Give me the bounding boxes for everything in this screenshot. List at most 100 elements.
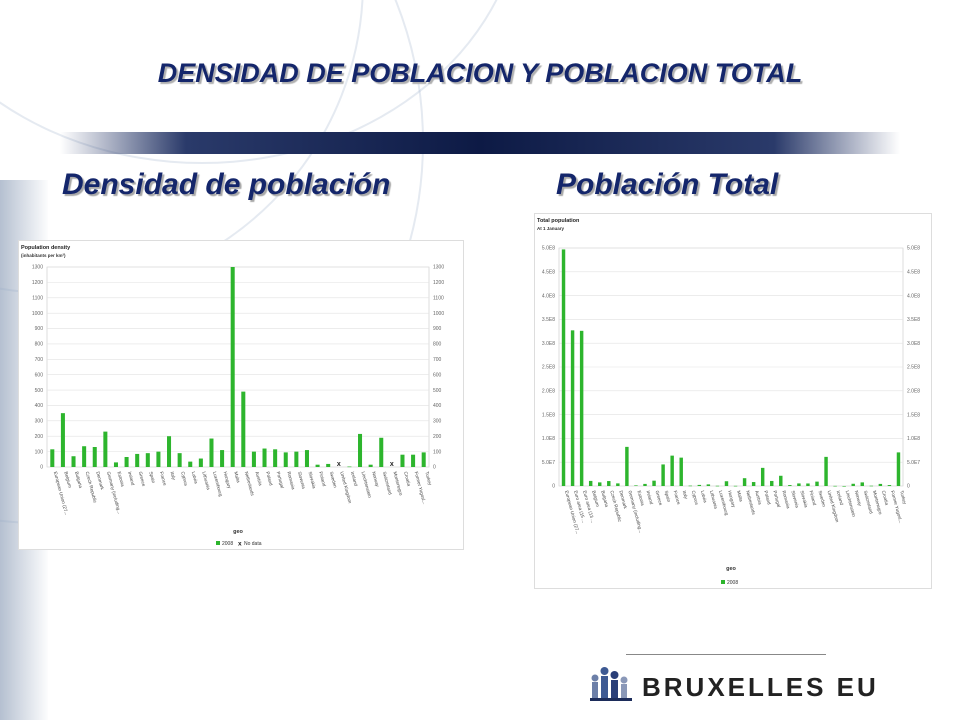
population-chart-panel: Total population At 1 January 0 0 5.0E7 5.0E7… xyxy=(534,213,932,589)
y-tick-label-left: 2.0E8 xyxy=(542,389,555,395)
x-tick-label: Turkey xyxy=(899,490,908,505)
bar xyxy=(643,483,647,486)
bar xyxy=(824,456,828,486)
x-tick-label: Greece xyxy=(655,490,664,506)
bar xyxy=(742,478,747,486)
bar xyxy=(92,447,97,467)
bar xyxy=(251,451,256,467)
bar xyxy=(670,455,674,486)
bar xyxy=(788,485,792,486)
x-tick-label: Cyprus xyxy=(180,471,189,487)
y-tick-label-left: 1100 xyxy=(32,295,43,301)
subtitle-density: Densidad de población xyxy=(62,168,391,201)
x-tick-label: Slovakia xyxy=(799,490,808,508)
bar xyxy=(607,481,611,486)
bar xyxy=(188,461,193,467)
y-tick-label-left: 2.5E8 xyxy=(542,365,555,371)
bar xyxy=(262,448,267,467)
bar xyxy=(50,449,55,467)
x-tick-label: Hungary xyxy=(727,490,737,509)
x-tick-label: Italy xyxy=(682,490,689,500)
chart-subtitle: At 1 January xyxy=(537,226,565,231)
bar xyxy=(797,483,801,486)
y-tick-label-right: 100 xyxy=(433,449,442,455)
x-tick-label: Croatia xyxy=(881,490,890,506)
x-tick-label: Portugal xyxy=(772,490,781,508)
bar xyxy=(833,485,837,487)
x-tick-label: France xyxy=(159,471,168,487)
y-tick-label-left: 0 xyxy=(552,484,555,490)
y-tick-label-right: 500 xyxy=(433,388,442,394)
bar xyxy=(760,467,765,486)
bar xyxy=(588,480,593,486)
bar xyxy=(326,463,331,467)
y-tick-label-left: 0 xyxy=(40,465,43,471)
x-tick-label: Estonia xyxy=(117,471,126,488)
bar xyxy=(770,480,774,486)
x-tick-label: Slovakia xyxy=(308,471,317,489)
bar xyxy=(806,483,810,486)
bar xyxy=(124,457,129,467)
bar xyxy=(113,462,118,467)
bar xyxy=(706,484,711,486)
bar xyxy=(156,451,161,467)
x-tick-label: Norway xyxy=(371,471,380,488)
bar xyxy=(896,452,901,486)
y-tick-label-right: 900 xyxy=(433,326,442,332)
y-tick-label-right: 200 xyxy=(433,434,442,440)
chart-subtitle: (inhabitants per km²) xyxy=(21,253,66,258)
y-tick-label-right: 600 xyxy=(433,372,442,378)
bar xyxy=(220,450,225,467)
bar xyxy=(283,452,288,467)
bar xyxy=(304,450,309,467)
x-tick-label: Malta xyxy=(736,490,744,503)
x-tick-label: Sweden xyxy=(818,490,827,508)
chart-title: Total population xyxy=(537,218,580,224)
bar xyxy=(652,480,656,486)
y-tick-label-right: 0 xyxy=(433,465,436,471)
bar xyxy=(842,485,846,487)
bar xyxy=(358,433,363,467)
x-tick-label: Bulgaria xyxy=(600,490,609,508)
bar xyxy=(779,475,783,486)
y-tick-label-left: 1000 xyxy=(32,311,43,317)
x-tick-label: Liechtenstein xyxy=(845,490,857,518)
x-tick-label: Iceland xyxy=(350,471,359,487)
y-tick-label-left: 800 xyxy=(35,342,44,348)
bar xyxy=(616,483,620,486)
bar xyxy=(198,458,203,467)
x-tick-label: Slovenia xyxy=(297,471,307,490)
population-chart: Total population At 1 January 0 0 5.0E7 5.0E7… xyxy=(537,218,920,586)
bar xyxy=(661,464,665,486)
y-tick-label-left: 3.0E8 xyxy=(542,341,555,347)
y-tick-label-right: 1.5E8 xyxy=(907,412,920,418)
bar xyxy=(561,249,566,486)
x-tick-label: Iceland xyxy=(836,490,845,506)
bruxelles-logo: BRUXELLES EU xyxy=(588,654,908,712)
x-tick-label: Netherlands xyxy=(244,471,255,497)
bar xyxy=(733,485,738,487)
y-tick-label-left: 4.5E8 xyxy=(542,270,555,276)
bar xyxy=(294,451,299,467)
x-tick-label: Finland xyxy=(318,471,327,487)
bar xyxy=(411,454,416,467)
y-tick-label-left: 1200 xyxy=(32,280,43,286)
y-tick-label-left: 4.0E8 xyxy=(542,293,555,299)
bar xyxy=(887,485,892,486)
bar xyxy=(368,464,373,467)
x-tick-label: Cyprus xyxy=(691,490,700,506)
bar xyxy=(860,482,864,486)
y-tick-label-right: 0 xyxy=(907,484,910,490)
x-tick-label: Italy xyxy=(170,471,177,481)
bar xyxy=(177,453,182,467)
x-tick-label: France xyxy=(673,490,682,506)
legend-label: No data xyxy=(244,541,262,547)
bar xyxy=(230,267,235,467)
bar xyxy=(60,413,65,467)
y-tick-label-right: 1100 xyxy=(433,295,444,301)
y-tick-label-right: 3.5E8 xyxy=(907,317,920,323)
y-tick-label-right: 400 xyxy=(433,403,442,409)
x-tick-label: Liechtenstein xyxy=(361,471,373,499)
bar xyxy=(598,482,602,486)
y-tick-label-left: 300 xyxy=(35,419,44,425)
